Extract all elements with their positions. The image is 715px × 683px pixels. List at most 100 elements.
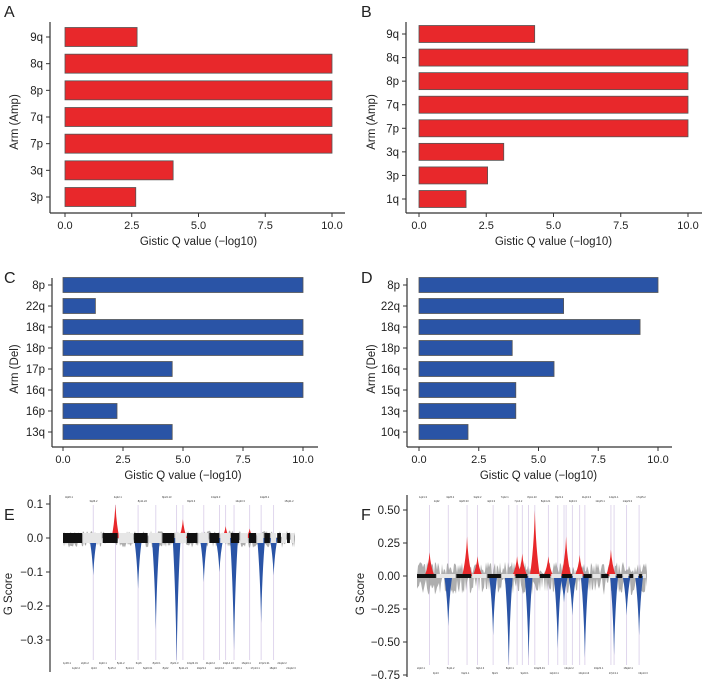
cytoband-label: 10q23.31 [187, 661, 198, 665]
chromosome-block [634, 574, 639, 578]
cytoband-label: 13q14.13 [223, 661, 234, 665]
chromosome-block [287, 533, 290, 543]
y-axis-title: Arm (Del) [9, 344, 21, 393]
bar-16q [62, 382, 304, 398]
del-peak [553, 576, 562, 649]
cytoband-label: 3p13 [91, 666, 97, 670]
bar-18q [418, 319, 641, 335]
y-tick-label: 3q [386, 147, 399, 159]
chromosome-block [609, 574, 616, 578]
chromosome-block [148, 533, 162, 543]
chromosome-block [248, 533, 257, 543]
panel-letter: D [361, 270, 373, 287]
cytoband-label: 9q34.3 [569, 499, 577, 503]
panel-d: D 8p 22q 18q 18p 16q 15q 13q 10q 0.0 2.5 5.0 7.5 10.0… [361, 270, 672, 482]
chromosome-block [501, 574, 515, 578]
bar-7q [418, 95, 689, 114]
x-tick-label: 0.0 [411, 220, 426, 232]
y-tick-label: 7q [386, 100, 399, 112]
amp-peak [517, 553, 528, 576]
cytoband-label: 3q26.33 [459, 499, 469, 503]
y-tick-label: 16q [381, 364, 400, 376]
cytoband-label: 6q14.3 [476, 666, 484, 670]
cytoband-label: 6q23.31 [143, 666, 153, 670]
chromosome-block [629, 574, 634, 578]
panel-letter: B [361, 4, 372, 21]
cytoband-label: 3q22.2 [474, 495, 482, 499]
y-tick-label: 8p [30, 85, 43, 97]
del-peak [560, 576, 569, 603]
y-tick-label: −0.75 [371, 670, 400, 682]
bar-3q [418, 142, 505, 161]
bar-22q [418, 298, 564, 314]
panel-b: B 9q 8q 8p 7q 7p 3q 3p 1q 0.0 2.5 5.0 7.5 10.0 Gistic … [361, 4, 702, 248]
y-tick-label: 18q [26, 322, 45, 334]
y-tick-label: 3q [30, 165, 43, 177]
y-tick-label: 8p [387, 280, 400, 292]
y-tick-label: 13q [26, 427, 45, 439]
x-tick-label: 0.0 [57, 220, 72, 232]
amp-peak [529, 510, 540, 576]
y-tick-label: 7p [30, 139, 43, 151]
cytoband-label: 19p13.3 [638, 671, 648, 675]
amp-peak [561, 536, 572, 576]
cytoband-label: 12q13.2 [215, 666, 225, 670]
bar-22q [62, 298, 96, 314]
cytoband-label: 3q26.1 [65, 495, 73, 499]
x-tick-label: 7.5 [591, 454, 606, 466]
cytoband-label: 13q14.13 [578, 671, 589, 675]
bar-13q [62, 424, 173, 440]
del-peak [89, 538, 98, 576]
y-tick-label: 22q [26, 301, 45, 313]
chromosome-block [290, 533, 294, 543]
cytoband-label: 17q21.31 [259, 661, 270, 665]
chromosome-block [162, 533, 175, 543]
y-tick-label: 18p [26, 343, 45, 355]
x-tick-label: 7.5 [235, 454, 250, 466]
cytoband-label: 3q23.1 [99, 661, 107, 665]
del-peak [524, 576, 533, 660]
cytoband-label: 18q23 [269, 666, 277, 670]
x-tick-label: 2.5 [471, 454, 486, 466]
y-tick-label: 16q [26, 385, 45, 397]
x-tick-label: 7.5 [613, 220, 628, 232]
cytoband-label: 15q11.2 [284, 499, 294, 503]
chromosome-block [198, 533, 209, 543]
y-tick-label: 8q [386, 53, 399, 65]
del-peak [444, 576, 453, 627]
cytoband-label: 7p14.2 [514, 499, 522, 503]
y-tick-label: −0.50 [371, 637, 400, 649]
del-peak [269, 538, 278, 576]
cytoband-label: 14q21.1 [609, 495, 619, 499]
cytoband-label: 8p22 [163, 666, 169, 670]
y-tick-label: 10q [381, 427, 400, 439]
bar-8p [64, 80, 333, 101]
cytoband-label: 17q25.2 [636, 495, 646, 499]
cytoband-label: 8p11.23 [527, 495, 537, 499]
cytoband-label: 4q22.1 [114, 495, 122, 499]
cytoband-label: 4q13.3 [487, 499, 495, 503]
del-peak [134, 538, 143, 589]
y-tick-label: 0.0 [27, 533, 43, 545]
chromosome-block [83, 533, 102, 543]
y-tick-label: 8p [32, 280, 45, 292]
chromosome-block [562, 574, 572, 578]
chromosome-block [187, 533, 198, 543]
cytoband-label: 5q11.2 [447, 666, 455, 670]
chromosome-block [642, 574, 646, 578]
del-peak [568, 576, 577, 616]
y-tick-label: 16p [26, 406, 45, 418]
y-tick-label: 8p [386, 76, 399, 88]
bar-18q [62, 319, 304, 335]
bar-1q [418, 190, 467, 208]
bar-3p [64, 187, 137, 207]
y-axis-title: Arm (Del) [366, 344, 378, 393]
del-peak [215, 538, 224, 572]
chromosome-block [551, 574, 562, 578]
cytoband-label: 8p21 [492, 671, 498, 675]
y-tick-label: 1q [386, 194, 399, 206]
bar-7q [64, 107, 333, 127]
del-peak [172, 538, 181, 664]
chromosome-block [277, 533, 281, 543]
cytoband-label: 11q22.2 [206, 661, 216, 665]
